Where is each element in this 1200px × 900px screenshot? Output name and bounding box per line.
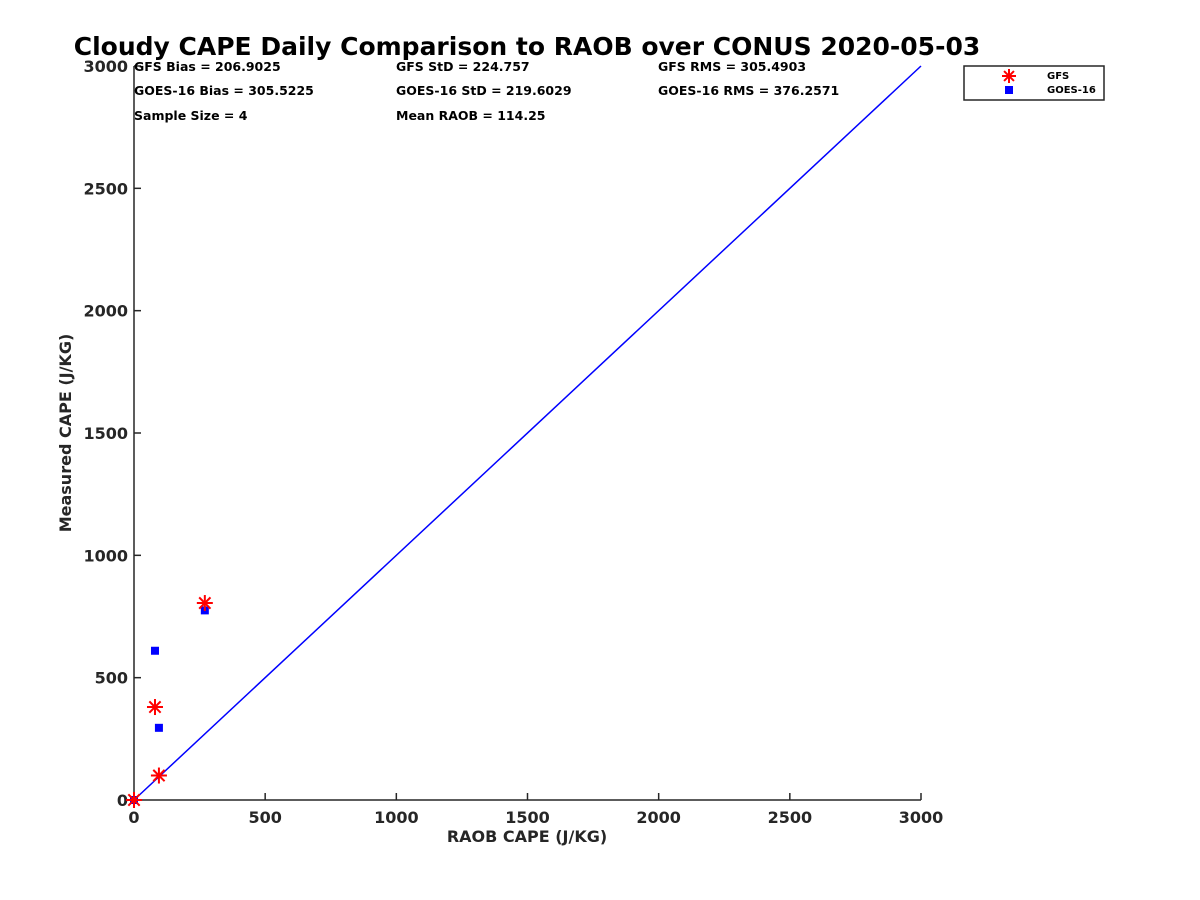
y-tick-label: 2000 bbox=[83, 302, 128, 321]
stat-mean-raob: Mean RAOB = 114.25 bbox=[396, 108, 545, 123]
y-axis-label: Measured CAPE (J/KG) bbox=[56, 334, 75, 533]
gfs-point bbox=[196, 595, 213, 612]
reference-line bbox=[133, 65, 922, 801]
chart-title: Cloudy CAPE Daily Comparison to RAOB ove… bbox=[74, 32, 980, 61]
stat-goes-std: GOES-16 StD = 219.6029 bbox=[396, 83, 572, 98]
data-points bbox=[126, 595, 213, 808]
stat-gfs-bias: GFS Bias = 206.9025 bbox=[134, 59, 281, 74]
x-tick-label: 500 bbox=[248, 808, 281, 827]
reference-line-group bbox=[133, 65, 922, 801]
x-tick-label: 3000 bbox=[899, 808, 944, 827]
y-tick-label: 2500 bbox=[83, 179, 128, 198]
x-tick-label: 2500 bbox=[768, 808, 813, 827]
x-tick-label: 0 bbox=[128, 808, 139, 827]
y-tick-label: 0 bbox=[117, 791, 128, 810]
gfs-point bbox=[150, 767, 167, 784]
stats-block: GFS Bias = 206.9025 GFS StD = 224.757 GF… bbox=[134, 59, 839, 123]
y-tick-label: 1000 bbox=[83, 546, 128, 565]
gfs-point bbox=[126, 792, 142, 808]
legend-marker-goes16 bbox=[1005, 86, 1013, 94]
stat-goes-rms: GOES-16 RMS = 376.2571 bbox=[658, 83, 839, 98]
x-ticks: 0 500 1000 1500 2000 2500 3000 bbox=[128, 793, 943, 827]
x-tick-label: 1000 bbox=[374, 808, 419, 827]
goes16-point bbox=[154, 723, 163, 732]
y-tick-label: 3000 bbox=[83, 57, 128, 76]
x-tick-label: 2000 bbox=[636, 808, 681, 827]
stat-goes-bias: GOES-16 Bias = 305.5225 bbox=[134, 83, 314, 98]
y-tick-label: 500 bbox=[95, 669, 128, 688]
x-axis-label: RAOB CAPE (J/KG) bbox=[447, 827, 607, 846]
stat-gfs-rms: GFS RMS = 305.4903 bbox=[658, 59, 806, 74]
legend-label-goes16: GOES-16 bbox=[1047, 85, 1096, 96]
x-tick-label: 1500 bbox=[505, 808, 550, 827]
legend-box bbox=[963, 65, 1105, 101]
y-tick-label: 1500 bbox=[83, 424, 128, 443]
y-ticks: 0 500 1000 1500 2000 2500 3000 bbox=[83, 57, 141, 810]
legend-goes16-square bbox=[1005, 86, 1013, 94]
stat-gfs-std: GFS StD = 224.757 bbox=[396, 59, 530, 74]
legend: GFS GOES-16 bbox=[963, 65, 1105, 101]
legend-gfs-asterisk bbox=[1002, 69, 1016, 83]
legend-marker-gfs bbox=[1002, 69, 1016, 83]
stat-sample-size: Sample Size = 4 bbox=[134, 108, 248, 123]
goes16-point bbox=[150, 646, 159, 655]
legend-label-gfs: GFS bbox=[1047, 71, 1069, 82]
gfs-point bbox=[146, 699, 163, 716]
